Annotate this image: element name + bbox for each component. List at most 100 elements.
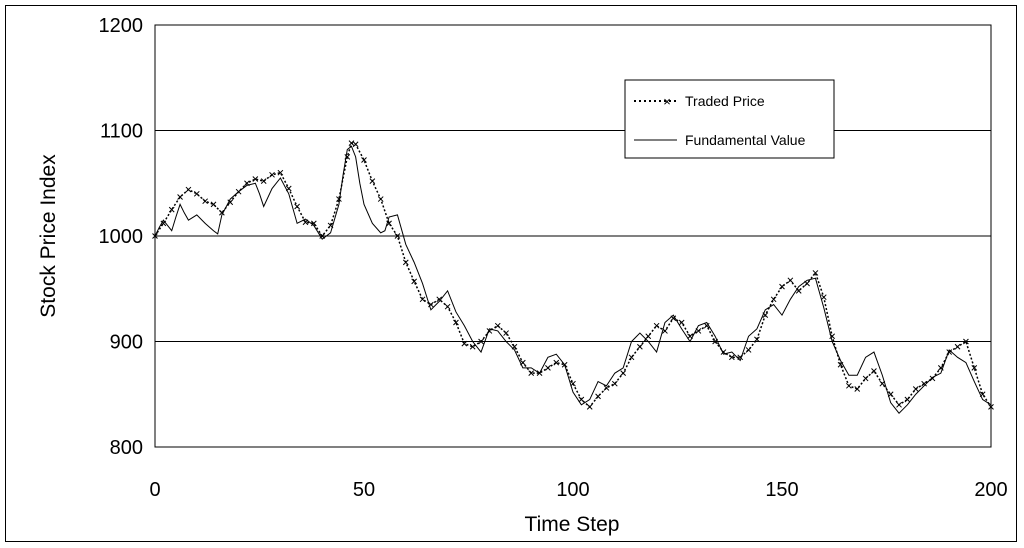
traded-price-point [979, 391, 986, 398]
traded-price-point [227, 199, 234, 206]
traded-price-point [745, 347, 752, 353]
traded-price-point [603, 385, 610, 391]
traded-price-point [820, 294, 827, 301]
traded-price-point [453, 319, 459, 326]
traded-price-point [762, 312, 769, 318]
traded-price-point [779, 283, 785, 290]
traded-price-point [302, 219, 309, 226]
traded-price-point [737, 354, 744, 361]
traded-price-point [348, 140, 355, 147]
traded-price-point [168, 206, 175, 213]
traded-price-point [402, 259, 409, 266]
x-axis-title: Time Step [525, 513, 620, 536]
traded-price-point [545, 365, 551, 371]
chart-frame [5, 5, 1017, 542]
traded-price-point [662, 328, 668, 334]
traded-price-point [812, 270, 819, 276]
traded-price-point [703, 322, 710, 329]
traded-price-point [678, 319, 685, 326]
legend-label-traded-price: Traded Price [685, 93, 765, 109]
traded-price-point [670, 315, 677, 322]
traded-price-point [653, 322, 660, 329]
series-layer [152, 140, 994, 414]
traded-price-point [235, 188, 242, 195]
x-tick-labels: 0 50 100 150 200 [149, 479, 1007, 501]
traded-price-point [887, 391, 894, 398]
legend-box [624, 79, 835, 159]
traded-price-point [428, 301, 434, 308]
traded-price-point [419, 296, 426, 303]
traded-price-point [553, 359, 560, 366]
traded-price-point [185, 186, 192, 193]
traded-price-point [611, 380, 618, 387]
traded-price-point [879, 380, 886, 387]
traded-price-point [202, 198, 209, 205]
traded-price-point [193, 190, 200, 197]
traded-price-point [219, 209, 225, 216]
traded-price-point [444, 303, 451, 310]
traded-price-point [971, 365, 978, 371]
x-tick-label: 50 [353, 479, 375, 501]
traded-price-point [921, 380, 927, 387]
traded-price-point [561, 361, 568, 368]
traded-price-point [795, 288, 802, 294]
traded-price-point [160, 220, 167, 227]
traded-price-point [336, 196, 342, 202]
traded-price-point [963, 338, 969, 345]
traded-price-point [469, 343, 476, 350]
traded-price-point [352, 141, 359, 148]
y-tick-labels: 800 900 1000 1100 1200 [99, 15, 144, 459]
traded-price-point [369, 178, 376, 184]
traded-price-point [411, 278, 418, 285]
traded-price-point [954, 343, 961, 350]
traded-price-point [285, 185, 292, 192]
traded-price-point [377, 196, 384, 202]
traded-price-point [637, 343, 643, 350]
traded-price-point [294, 203, 300, 210]
traded-price-point [837, 361, 844, 368]
traded-price-point [536, 370, 543, 377]
traded-price-point [152, 233, 158, 239]
traded-price-point [946, 349, 953, 355]
x-tick-label: 200 [974, 479, 1007, 501]
traded-price-point [687, 333, 693, 340]
traded-price-point [244, 180, 250, 187]
traded-price-point [210, 201, 217, 208]
traded-price-point [829, 333, 836, 340]
traded-price-point [344, 154, 351, 160]
traded-price-point [871, 368, 877, 374]
traded-price-point [695, 328, 702, 334]
y-tick-label: 1100 [100, 121, 143, 143]
x-tick-label: 0 [149, 479, 160, 501]
traded-price-point [787, 277, 794, 284]
traded-price-point [394, 233, 401, 239]
traded-price-point [896, 401, 902, 408]
series-line-fundamental-value [154, 145, 992, 414]
traded-price-point [754, 336, 760, 343]
legend-x-marker: × [663, 94, 671, 109]
traded-price-point [937, 365, 944, 371]
legend-item-fundamental-value: Fundamental Value [634, 132, 806, 148]
traded-price-point [770, 296, 777, 303]
traded-price-point [720, 349, 727, 355]
x-tick-label: 100 [556, 479, 589, 501]
traded-price-point [854, 386, 861, 392]
traded-price-point [361, 157, 367, 163]
traded-price-point [595, 393, 601, 400]
traded-price-point [846, 382, 852, 389]
traded-price-point [570, 380, 576, 387]
traded-price-point [310, 220, 317, 227]
traded-price-point [862, 375, 869, 382]
y-axis-title: Stock Price Index [37, 154, 60, 318]
traded-price-point [494, 322, 501, 329]
traded-price-point [260, 178, 267, 184]
traded-price-point [728, 354, 735, 361]
y-tick-label: 1200 [99, 15, 144, 37]
traded-price-point [177, 194, 183, 200]
traded-price-point [277, 169, 284, 176]
traded-price-point [386, 220, 392, 227]
traded-price-point [528, 370, 535, 377]
traded-price-point [486, 328, 493, 334]
traded-price-point [511, 343, 518, 350]
